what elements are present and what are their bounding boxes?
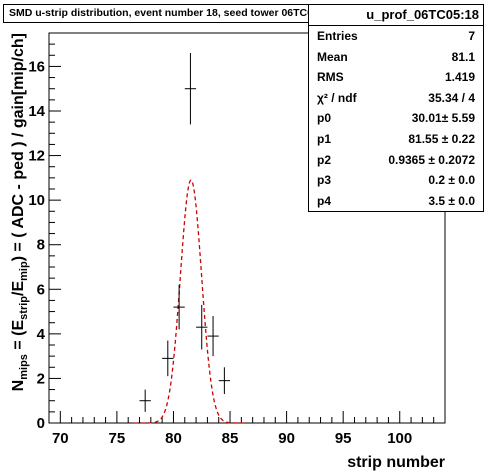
stats-label: χ² / ndf	[317, 90, 357, 105]
stats-label: p3	[317, 173, 332, 188]
chart-title: SMD u-strip distribution, event number 1…	[3, 4, 342, 23]
y-tick-label: 8	[37, 237, 45, 254]
stats-row-rms: RMS 1.419	[309, 67, 483, 88]
stats-box: u_prof_06TC05:18 Entries 7 Mean 81.1 RMS 1.…	[308, 4, 484, 212]
x-tick-label: 100	[387, 430, 412, 447]
stats-row-mean: Mean 81.1	[309, 47, 483, 68]
stats-value: 35.34 / 4	[428, 90, 475, 105]
stats-row-entries: Entries 7	[309, 26, 483, 47]
stats-value: 81.1	[451, 49, 475, 64]
stats-value: 81.55 ± 0.22	[408, 131, 475, 146]
stats-label: Mean	[317, 49, 348, 64]
x-axis-title: strip number	[347, 454, 445, 471]
fit-curve	[133, 179, 247, 424]
y-tick-label: 14	[28, 103, 45, 120]
stats-label: p1	[317, 131, 332, 146]
y-tick-label: 2	[37, 370, 45, 387]
y-tick-label: 12	[28, 148, 45, 165]
stats-row-p3: p3 0.2 ± 0.0	[309, 170, 483, 191]
stats-value: 7	[468, 29, 475, 43]
stats-row-p2: p2 0.9365 ± 0.2072	[309, 150, 483, 171]
stats-value: 0.2 ± 0.0	[428, 173, 475, 188]
stats-value: 3.5 ± 0.0	[428, 193, 475, 208]
stats-value: 30.01± 5.59	[411, 111, 475, 126]
y-axis-title: Nmips = (Estrip/Emip) = ( ADC - ped ) / …	[10, 33, 30, 391]
stats-row-p4: p4 3.5 ± 0.0	[309, 191, 483, 212]
stats-value: 1.419	[444, 70, 475, 85]
stats-label: Entries	[317, 29, 358, 43]
y-tick-label: 4	[37, 326, 46, 343]
x-tick-label: 75	[109, 430, 126, 447]
stats-row-chi2: χ² / ndf 35.34 / 4	[309, 88, 483, 109]
x-tick-label: 80	[165, 430, 182, 447]
x-tick-label: 95	[335, 430, 352, 447]
y-tick-label: 16	[28, 58, 45, 75]
stats-row-p1: p1 81.55 ± 0.22	[309, 129, 483, 150]
stats-value: 0.9365 ± 0.2072	[388, 152, 475, 167]
stats-label: p0	[317, 111, 332, 126]
y-tick-label: 0	[37, 415, 45, 432]
stats-label: p2	[317, 152, 332, 167]
y-tick-label: 10	[28, 192, 45, 209]
x-tick-label: 70	[52, 430, 69, 447]
plot-frame	[48, 32, 446, 424]
stats-label: RMS	[317, 70, 344, 85]
stats-row-p0: p0 30.01± 5.59	[309, 108, 483, 129]
stats-name: u_prof_06TC05:18	[309, 5, 483, 26]
stats-label: p4	[317, 193, 332, 208]
x-tick-label: 90	[278, 430, 295, 447]
x-tick-label: 85	[222, 430, 239, 447]
y-tick-label: 6	[37, 281, 45, 298]
